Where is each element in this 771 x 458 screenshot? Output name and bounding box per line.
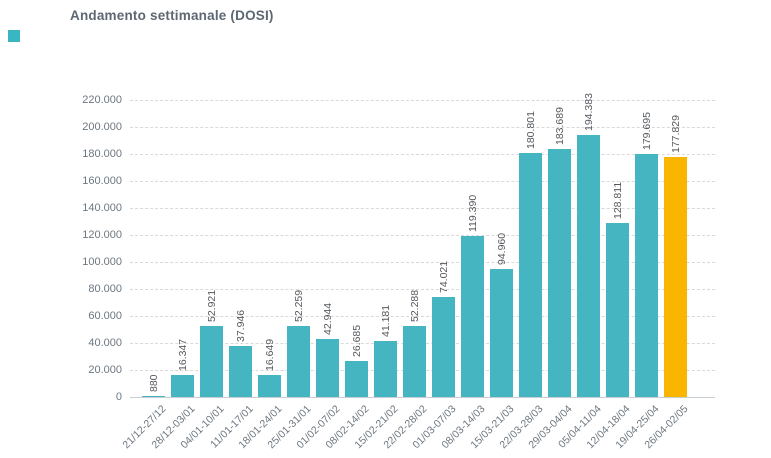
bar-value-label: 52.288 — [408, 289, 421, 322]
bar[interactable] — [577, 135, 600, 397]
y-tick-label: 40.000 — [88, 337, 122, 349]
y-tick-label: 0 — [115, 391, 122, 403]
bar-value-label: 180.801 — [524, 111, 537, 149]
y-tick-label: 180.000 — [82, 148, 122, 160]
bar-value-label: 94.960 — [495, 232, 508, 265]
bar-value-label: 37.946 — [234, 309, 247, 342]
bar[interactable] — [142, 396, 165, 397]
y-tick-label: 120.000 — [82, 229, 122, 241]
bar[interactable] — [664, 157, 687, 397]
bar-value-label: 194.383 — [582, 93, 595, 131]
accent-square-icon — [8, 30, 20, 42]
bar[interactable] — [519, 153, 542, 397]
bar-value-label: 26.685 — [350, 324, 363, 357]
gridline — [130, 235, 715, 236]
gridline — [130, 127, 715, 128]
bar-value-label: 128.811 — [611, 181, 624, 219]
bar[interactable] — [432, 297, 455, 397]
bar[interactable] — [490, 269, 513, 397]
y-tick-label: 20.000 — [88, 364, 122, 376]
bar[interactable] — [258, 375, 281, 397]
bar-value-label: 16.347 — [176, 338, 189, 371]
bar[interactable] — [287, 326, 310, 397]
bar[interactable] — [171, 375, 194, 397]
bar[interactable] — [635, 154, 658, 397]
bar[interactable] — [345, 361, 368, 397]
gridline — [130, 262, 715, 263]
bar-value-label: 52.921 — [205, 289, 218, 322]
bar[interactable] — [229, 346, 252, 397]
y-tick-label: 220.000 — [82, 94, 122, 106]
y-tick-label: 80.000 — [88, 283, 122, 295]
chart-title: Andamento settimanale (DOSI) — [70, 8, 274, 23]
gridline — [130, 289, 715, 290]
bar-value-label: 119.390 — [466, 194, 479, 232]
gridline — [130, 316, 715, 317]
gridline — [130, 208, 715, 209]
bar-value-label: 880 — [147, 374, 160, 392]
bar-value-label: 16.649 — [263, 338, 276, 371]
y-tick-label: 160.000 — [82, 175, 122, 187]
gridline — [130, 181, 715, 182]
bar-value-label: 183.689 — [553, 107, 566, 145]
bar[interactable] — [316, 339, 339, 397]
bar-value-label: 42.944 — [321, 302, 334, 335]
bar-value-label: 74.021 — [437, 260, 450, 293]
bar-value-label: 41.181 — [379, 304, 392, 337]
bar[interactable] — [374, 341, 397, 397]
bar[interactable] — [548, 149, 571, 397]
gridline — [130, 154, 715, 155]
bar[interactable] — [403, 326, 426, 397]
bar-value-label: 52.259 — [292, 289, 305, 322]
bar-value-label: 177.829 — [669, 115, 682, 153]
x-axis-line — [130, 397, 715, 398]
y-tick-label: 140.000 — [82, 202, 122, 214]
y-tick-label: 60.000 — [88, 310, 122, 322]
y-tick-label: 200.000 — [82, 121, 122, 133]
gridline — [130, 100, 715, 101]
bar[interactable] — [461, 236, 484, 397]
bar[interactable] — [606, 223, 629, 397]
y-tick-label: 100.000 — [82, 256, 122, 268]
bar-value-label: 179.695 — [640, 112, 653, 150]
bar[interactable] — [200, 326, 223, 397]
